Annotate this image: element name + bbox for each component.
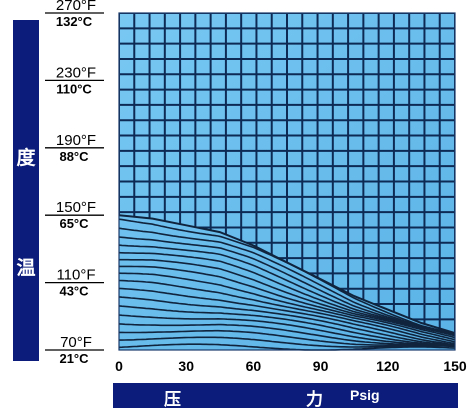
x-tick-label: 90 xyxy=(313,358,329,374)
wave-line xyxy=(118,279,456,345)
wave-line xyxy=(118,287,456,346)
y-tick-label-c: 132°C xyxy=(56,14,93,29)
wave-line xyxy=(118,244,456,336)
y-tick: 110°F43°C xyxy=(45,267,104,299)
wave-line xyxy=(118,296,456,346)
y-tick-label-f: 70°F xyxy=(60,334,92,351)
y-tick-label-f: 110°F xyxy=(56,267,95,284)
wave-line xyxy=(118,236,456,335)
y-tick-label-c: 21°C xyxy=(59,351,89,366)
y-tick-label-c: 88°C xyxy=(59,149,89,164)
x-tick-label: 150 xyxy=(443,358,467,374)
y-tick: 150°F65°C xyxy=(45,199,104,231)
y-tick: 190°F88°C xyxy=(45,132,104,164)
x-axis-label-char-1: 压 xyxy=(164,390,181,410)
wave-line xyxy=(118,343,456,351)
y-tick-label-c: 110°C xyxy=(56,81,92,96)
wave-line xyxy=(118,305,456,347)
y-tick-label-c: 43°C xyxy=(59,284,89,299)
wave-line xyxy=(118,314,455,346)
y-tick: 70°F21°C xyxy=(45,334,104,366)
wave-line xyxy=(119,258,456,339)
x-axis-unit: Psig xyxy=(350,387,380,403)
y-tick-label-f: 270°F xyxy=(56,0,96,14)
x-tick-label: 60 xyxy=(246,358,262,374)
y-axis-label-bar: 度 温 xyxy=(13,20,39,361)
wave-line xyxy=(119,265,456,341)
wave-line xyxy=(118,323,456,346)
wave-line xyxy=(118,272,456,343)
wave-line xyxy=(119,336,456,348)
y-axis-label-char-2: 温 xyxy=(16,257,36,279)
wave-lines xyxy=(118,214,456,351)
y-axis-label-char-1: 度 xyxy=(16,147,36,169)
y-tick-label-c: 65°C xyxy=(59,216,89,231)
x-axis-label-bar: 压 力 Psig xyxy=(113,383,458,410)
y-tick-label-f: 150°F xyxy=(56,199,96,216)
wave-line xyxy=(119,329,456,347)
plot-border xyxy=(118,12,456,351)
wave-line xyxy=(118,227,456,335)
wave-line xyxy=(118,251,456,337)
x-tick-label: 120 xyxy=(376,358,400,374)
x-tick-label: 0 xyxy=(115,358,123,374)
x-axis-label-char-2: 力 xyxy=(306,390,323,410)
y-tick-label-f: 190°F xyxy=(56,132,96,149)
y-tick-label-f: 230°F xyxy=(56,64,96,81)
region-boundary xyxy=(118,214,456,335)
x-tick-label: 30 xyxy=(178,358,194,374)
